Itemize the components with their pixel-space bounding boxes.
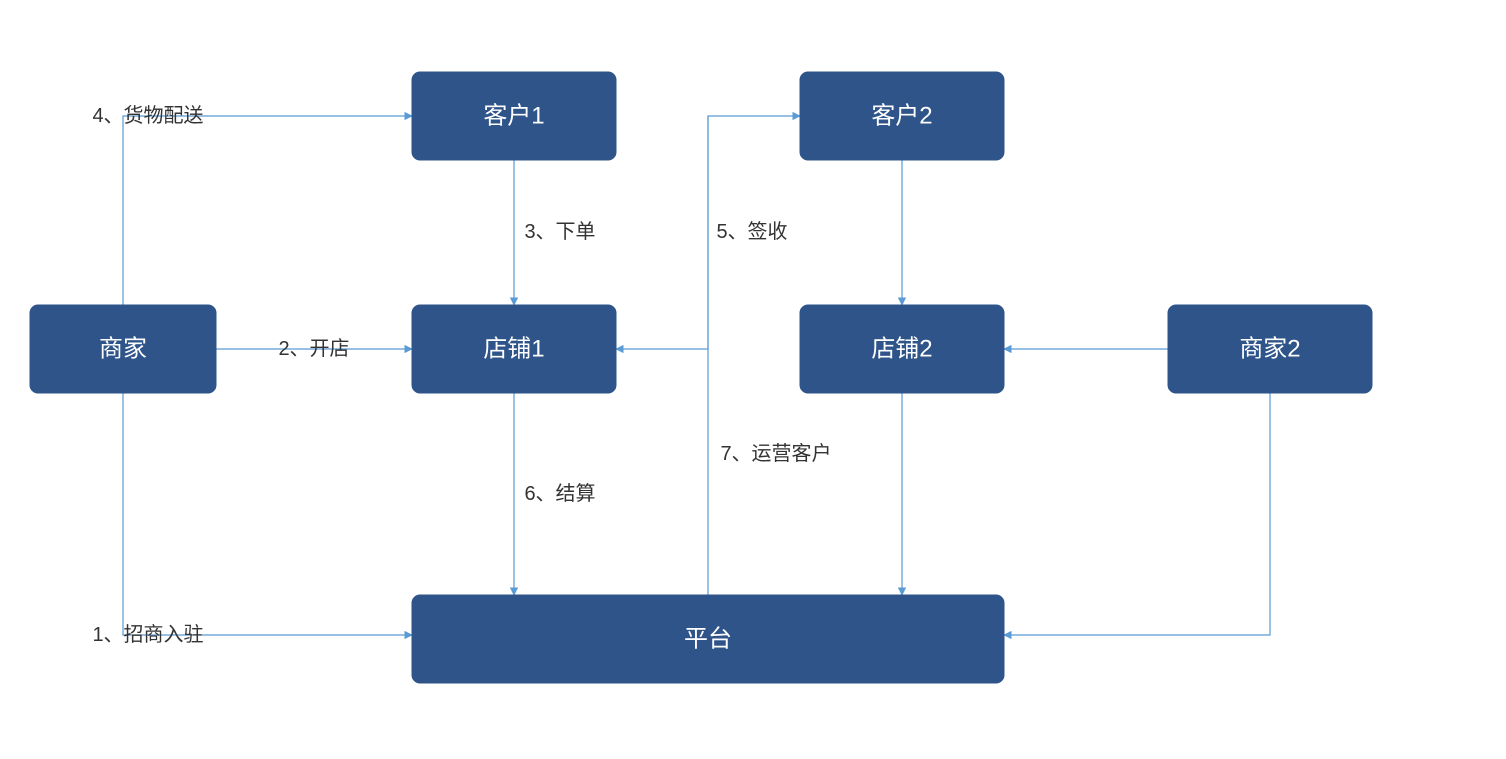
edge-e7 [708, 116, 800, 595]
node-label-merchant1: 商家 [99, 336, 147, 363]
edge-label-e1: 1、招商入驻 [92, 623, 203, 646]
edge-label-e2: 2、开店 [278, 337, 349, 360]
edge-e1 [123, 393, 412, 635]
edge-label-e3: 3、下单 [524, 220, 595, 243]
node-label-shop1: 店铺1 [483, 336, 544, 363]
edge-e11 [1004, 393, 1270, 635]
edge-label-e4: 4、货物配送 [92, 104, 203, 127]
node-label-shop2: 店铺2 [871, 336, 932, 363]
edge-e4 [123, 116, 412, 305]
edge-e5 [616, 116, 708, 349]
node-label-merchant2: 商家2 [1239, 336, 1300, 363]
edge-label-e5: 5、签收 [716, 220, 787, 243]
node-label-cust1: 客户1 [483, 103, 544, 130]
flowchart-canvas: 商家 客户1 客户2 店铺1 店铺2 商家2 平台 1、招商入驻 2、开店 3、下单 4、货物配送… [0, 0, 1506, 759]
node-label-cust2: 客户2 [871, 103, 932, 130]
edge-label-e7: 7、运营客户 [720, 442, 831, 465]
edge-label-e6: 6、结算 [524, 482, 595, 505]
node-label-platform: 平台 [684, 626, 732, 653]
